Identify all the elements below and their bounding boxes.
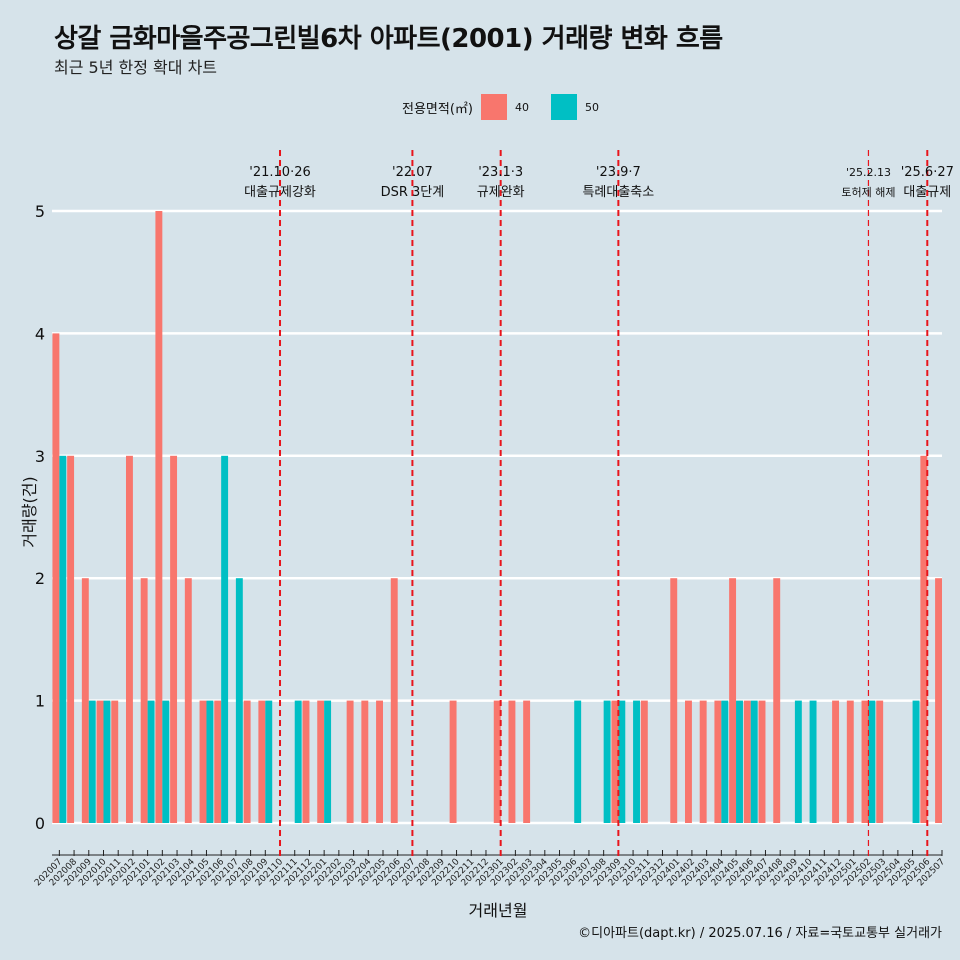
bar-50-202405 [736,700,743,823]
bar-50-202410 [809,700,817,823]
bar-40-202105 [199,700,207,823]
bar-40-202501 [846,700,854,823]
event-label: DSR 3단계 [381,185,445,200]
event-label: 규제완화 [477,185,525,200]
bar-40-202507 [935,578,942,823]
y-tick-label: 5 [35,202,45,221]
bar-40-202008 [67,455,75,823]
bar-50-202105 [206,700,214,823]
legend: 전용면적(㎡) 40 50 [402,94,621,120]
bar-40-202112 [302,700,310,823]
event-date: '22.07 [392,165,433,180]
legend-key-40 [480,94,507,120]
bar-40-202102 [155,211,163,823]
bar-40-202403 [699,700,707,823]
bar-40-202009 [81,578,89,823]
y-tick-label: 4 [35,324,45,343]
bar-40-202405 [729,578,737,823]
bar-40-202012 [125,455,133,823]
chart-title: 상갈 금화마을주공그린빌6차 아파트(2001) 거래량 변화 흐름 [54,24,723,54]
legend-label-50: 50 [584,100,599,114]
bar-40-202412 [832,700,840,823]
bar-40-202201 [317,700,325,823]
bar-40-202408 [773,578,781,823]
y-tick-label: 3 [35,447,45,466]
y-tick-label: 0 [35,814,45,833]
event-label: 토허제 해제 [841,185,895,199]
event-label: 특례대출축소 [582,185,654,200]
bar-40-202506 [920,455,928,823]
bar-40-202406 [743,700,751,823]
bar-40-202007 [52,333,60,823]
bar-40-202106 [214,700,222,823]
bar-40-202402 [685,700,692,823]
y-tick-label: 1 [35,692,45,711]
event-date: '23.9·7 [596,165,641,180]
bar-50-202309 [618,700,626,823]
bar-50-202502 [868,700,876,823]
bar-40-202205 [376,700,383,823]
bar-50-202409 [794,700,802,823]
bar-50-202505 [912,700,920,823]
bar-50-202109 [265,700,273,823]
bar-40-202011 [111,700,119,823]
bar-40-202210 [449,700,457,823]
bar-50-202406 [750,700,758,823]
bar-50-202010 [103,700,111,823]
bar-50-202201 [324,700,332,823]
bar-40-202401 [670,578,678,823]
bar-40-202404 [714,700,722,823]
event-date: '21.10·26 [249,165,310,180]
bar-50-202106 [221,455,229,823]
bar-50-202009 [88,700,96,823]
x-axis-label: 거래년월 [468,901,528,920]
bar-40-202104 [184,578,192,823]
source-caption: ©디아파트(dapt.kr) / 2025.07.16 / 자료=국토교통부 실… [578,926,942,941]
bar-40-202108 [243,700,251,823]
bar-40-202503 [876,700,884,823]
bar-50-202101 [147,700,155,823]
bar-40-202103 [170,455,178,823]
bar-50-202102 [162,700,170,823]
bar-40-202010 [96,700,104,823]
legend-title: 전용면적(㎡) [402,101,473,117]
bar-50-202107 [235,578,243,823]
event-label: 대출규제강화 [244,185,316,200]
bar-50-202308 [603,700,611,823]
bar-40-202206 [390,578,398,823]
bar-50-202111 [294,700,302,823]
event-date: '25.2.13 [846,166,891,179]
bar-50-202306 [574,700,582,823]
bar-50-202404 [721,700,729,823]
event-date: '23.1·3 [478,165,523,180]
chart-subtitle: 최근 5년 한정 확대 차트 [54,58,218,77]
bar-40-202309 [611,700,619,823]
bar-40-202302 [508,700,516,823]
bar-40-202303 [523,700,531,823]
bar-40-202101 [140,578,148,823]
bar-40-202301 [493,700,501,823]
legend-key-50 [550,94,577,120]
bar-40-202204 [361,700,369,823]
bar-40-202203 [346,700,354,823]
legend-label-40: 40 [514,100,529,114]
bar-40-202109 [258,700,266,823]
bar-40-202311 [640,700,648,823]
event-label: 대출규제 [903,185,951,200]
bar-50-202007 [59,455,67,823]
bar-40-202407 [758,700,766,823]
event-date: '25.6·27 [901,165,954,180]
bar-40-202502 [861,700,869,823]
y-axis-label: 거래량(건) [20,476,39,548]
bar-50-202310 [633,700,640,823]
y-tick-label: 2 [35,569,45,588]
